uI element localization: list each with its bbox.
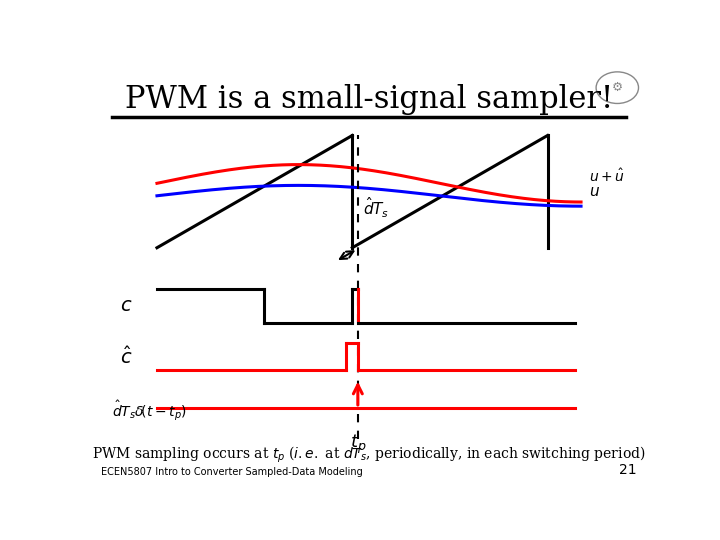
- Text: $\hat{d}T_s$: $\hat{d}T_s$: [364, 196, 390, 220]
- Text: ECEN5807 Intro to Converter Sampled-Data Modeling: ECEN5807 Intro to Converter Sampled-Data…: [101, 467, 363, 477]
- Text: $\hat{d}T_s\delta\!\left(t-t_p\right)$: $\hat{d}T_s\delta\!\left(t-t_p\right)$: [112, 399, 187, 423]
- Text: $t_p$: $t_p$: [350, 433, 366, 456]
- Text: PWM sampling occurs at $t_p$ ($i.e.$ at $dT_s$, periodically, in each switching : PWM sampling occurs at $t_p$ ($i.e.$ at …: [92, 444, 646, 465]
- Text: ⚙: ⚙: [612, 81, 623, 94]
- Text: 21: 21: [619, 463, 637, 477]
- Text: $\mathbf{\it{u}}$: $\mathbf{\it{u}}$: [590, 184, 600, 199]
- Text: $c$: $c$: [120, 297, 132, 315]
- Text: PWM is a small-signal sampler!: PWM is a small-signal sampler!: [125, 84, 613, 114]
- Text: $\hat{c}$: $\hat{c}$: [120, 347, 132, 368]
- Text: $u + \hat{u}$: $u + \hat{u}$: [590, 167, 626, 185]
